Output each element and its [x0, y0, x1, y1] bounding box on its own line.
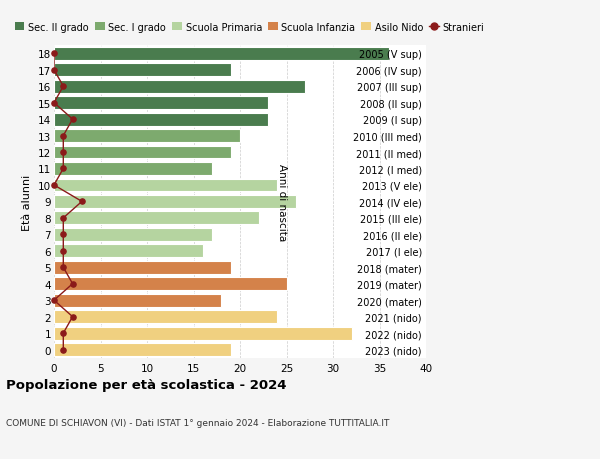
Point	[68, 116, 77, 123]
Text: Popolazione per età scolastica - 2024: Popolazione per età scolastica - 2024	[6, 379, 287, 392]
Bar	[54, 146, 231, 159]
Point	[59, 231, 68, 239]
Point	[77, 198, 87, 206]
Bar	[54, 261, 231, 274]
Y-axis label: Età alunni: Età alunni	[22, 174, 32, 230]
Point	[68, 313, 77, 321]
Point	[59, 215, 68, 222]
Y-axis label: Anni di nascita: Anni di nascita	[277, 163, 287, 241]
Point	[49, 50, 59, 58]
Point	[49, 67, 59, 74]
Bar	[54, 343, 231, 356]
Point	[68, 280, 77, 288]
Point	[59, 83, 68, 90]
Point	[59, 133, 68, 140]
Bar	[54, 64, 231, 77]
Point	[59, 330, 68, 337]
Point	[59, 346, 68, 353]
Bar	[54, 278, 287, 291]
Bar	[54, 97, 268, 110]
Bar	[54, 81, 305, 93]
Point	[59, 149, 68, 157]
Text: COMUNE DI SCHIAVON (VI) - Dati ISTAT 1° gennaio 2024 - Elaborazione TUTTITALIA.I: COMUNE DI SCHIAVON (VI) - Dati ISTAT 1° …	[6, 418, 389, 427]
Bar	[54, 212, 259, 225]
Bar	[54, 229, 212, 241]
Bar	[54, 130, 240, 143]
Bar	[54, 162, 212, 175]
Point	[49, 100, 59, 107]
Point	[59, 165, 68, 173]
Point	[49, 297, 59, 304]
Point	[49, 182, 59, 189]
Point	[59, 264, 68, 271]
Bar	[54, 294, 221, 307]
Bar	[54, 179, 277, 192]
Bar	[54, 245, 203, 257]
Bar	[54, 311, 277, 323]
Bar	[54, 113, 268, 126]
Point	[59, 247, 68, 255]
Bar	[54, 196, 296, 208]
Bar	[54, 327, 352, 340]
Legend: Sec. II grado, Sec. I grado, Scuola Primaria, Scuola Infanzia, Asilo Nido, Stran: Sec. II grado, Sec. I grado, Scuola Prim…	[11, 19, 488, 36]
Bar	[54, 48, 389, 61]
